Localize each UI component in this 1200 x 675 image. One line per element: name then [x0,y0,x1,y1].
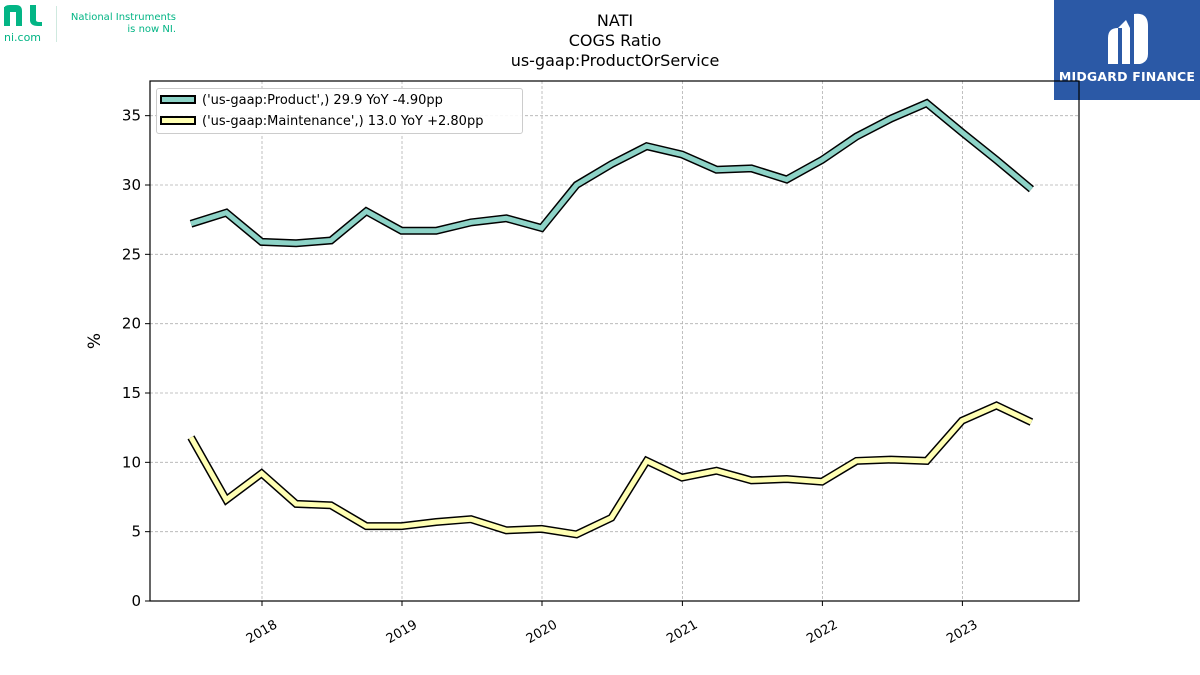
series-line-product [189,98,1034,248]
x-tick-label: 2020 [524,617,560,647]
x-tick-label: 2021 [664,617,700,647]
y-tick-label: 5 [131,523,141,541]
midgard-finance-logo: MIDGARD FINANCE [1054,0,1200,100]
midgard-finance-name: MIDGARD FINANCE [1058,69,1196,84]
y-axis-label: % [85,333,105,349]
series-lines [187,98,1034,539]
series-line-maintenance [187,401,1034,539]
x-tick-label: 2018 [244,617,280,647]
x-tick-label: 2022 [804,617,840,647]
chart-legend: ('us-gaap:Product',) 29.9 YoY -4.90pp ('… [156,88,523,134]
series-fill-line [188,402,1033,537]
legend-swatch-product [160,95,196,104]
legend-label-maintenance: ('us-gaap:Maintenance',) 13.0 YoY +2.80p… [202,114,484,129]
series-fill-line [190,100,1034,246]
chart-title-line-2: COGS Ratio [568,31,662,50]
legend-label-product: ('us-gaap:Product',) 29.9 YoY -4.90pp [202,93,443,108]
grid-lines [150,81,1079,601]
legend-entry-product: ('us-gaap:Product',) 29.9 YoY -4.90pp [160,93,443,109]
chart-title-line-3: us-gaap:ProductOrService [510,51,720,70]
axes: 0 5 10 15 20 25 30 35 2018 2019 2020 2021 2022 2023% [85,107,980,647]
ni-logo-icon [4,5,42,26]
y-tick-label: 10 [122,453,141,471]
y-tick-label: 0 [131,592,141,610]
legend-entry-maintenance: ('us-gaap:Maintenance',) 13.0 YoY +2.80p… [160,114,483,130]
x-tick-label: 2019 [384,617,420,647]
y-tick-label: 35 [122,107,141,125]
ni-logo: ni.com National Instruments is now NI. [4,4,204,44]
ni-tagline-line-2: is now NI. [127,24,176,35]
ni-tagline: National Instruments is now NI. [66,12,176,36]
logo-divider [56,6,57,42]
x-tick-label: 2023 [944,617,980,647]
y-tick-label: 20 [122,315,141,333]
midgard-logo-icon [1108,13,1148,64]
ni-tagline-line-1: National Instruments [70,12,176,23]
chart-title: NATI COGS Ratio us-gaap:ProductOrService [415,11,815,71]
chart-title-line-1: NATI [596,11,634,30]
y-tick-label: 15 [122,384,141,402]
ni-domain-text: ni.com [4,31,42,44]
legend-swatch-maintenance [160,116,196,125]
y-tick-label: 25 [122,245,141,263]
y-tick-label: 30 [122,176,141,194]
plot-area-frame [149,80,1080,602]
